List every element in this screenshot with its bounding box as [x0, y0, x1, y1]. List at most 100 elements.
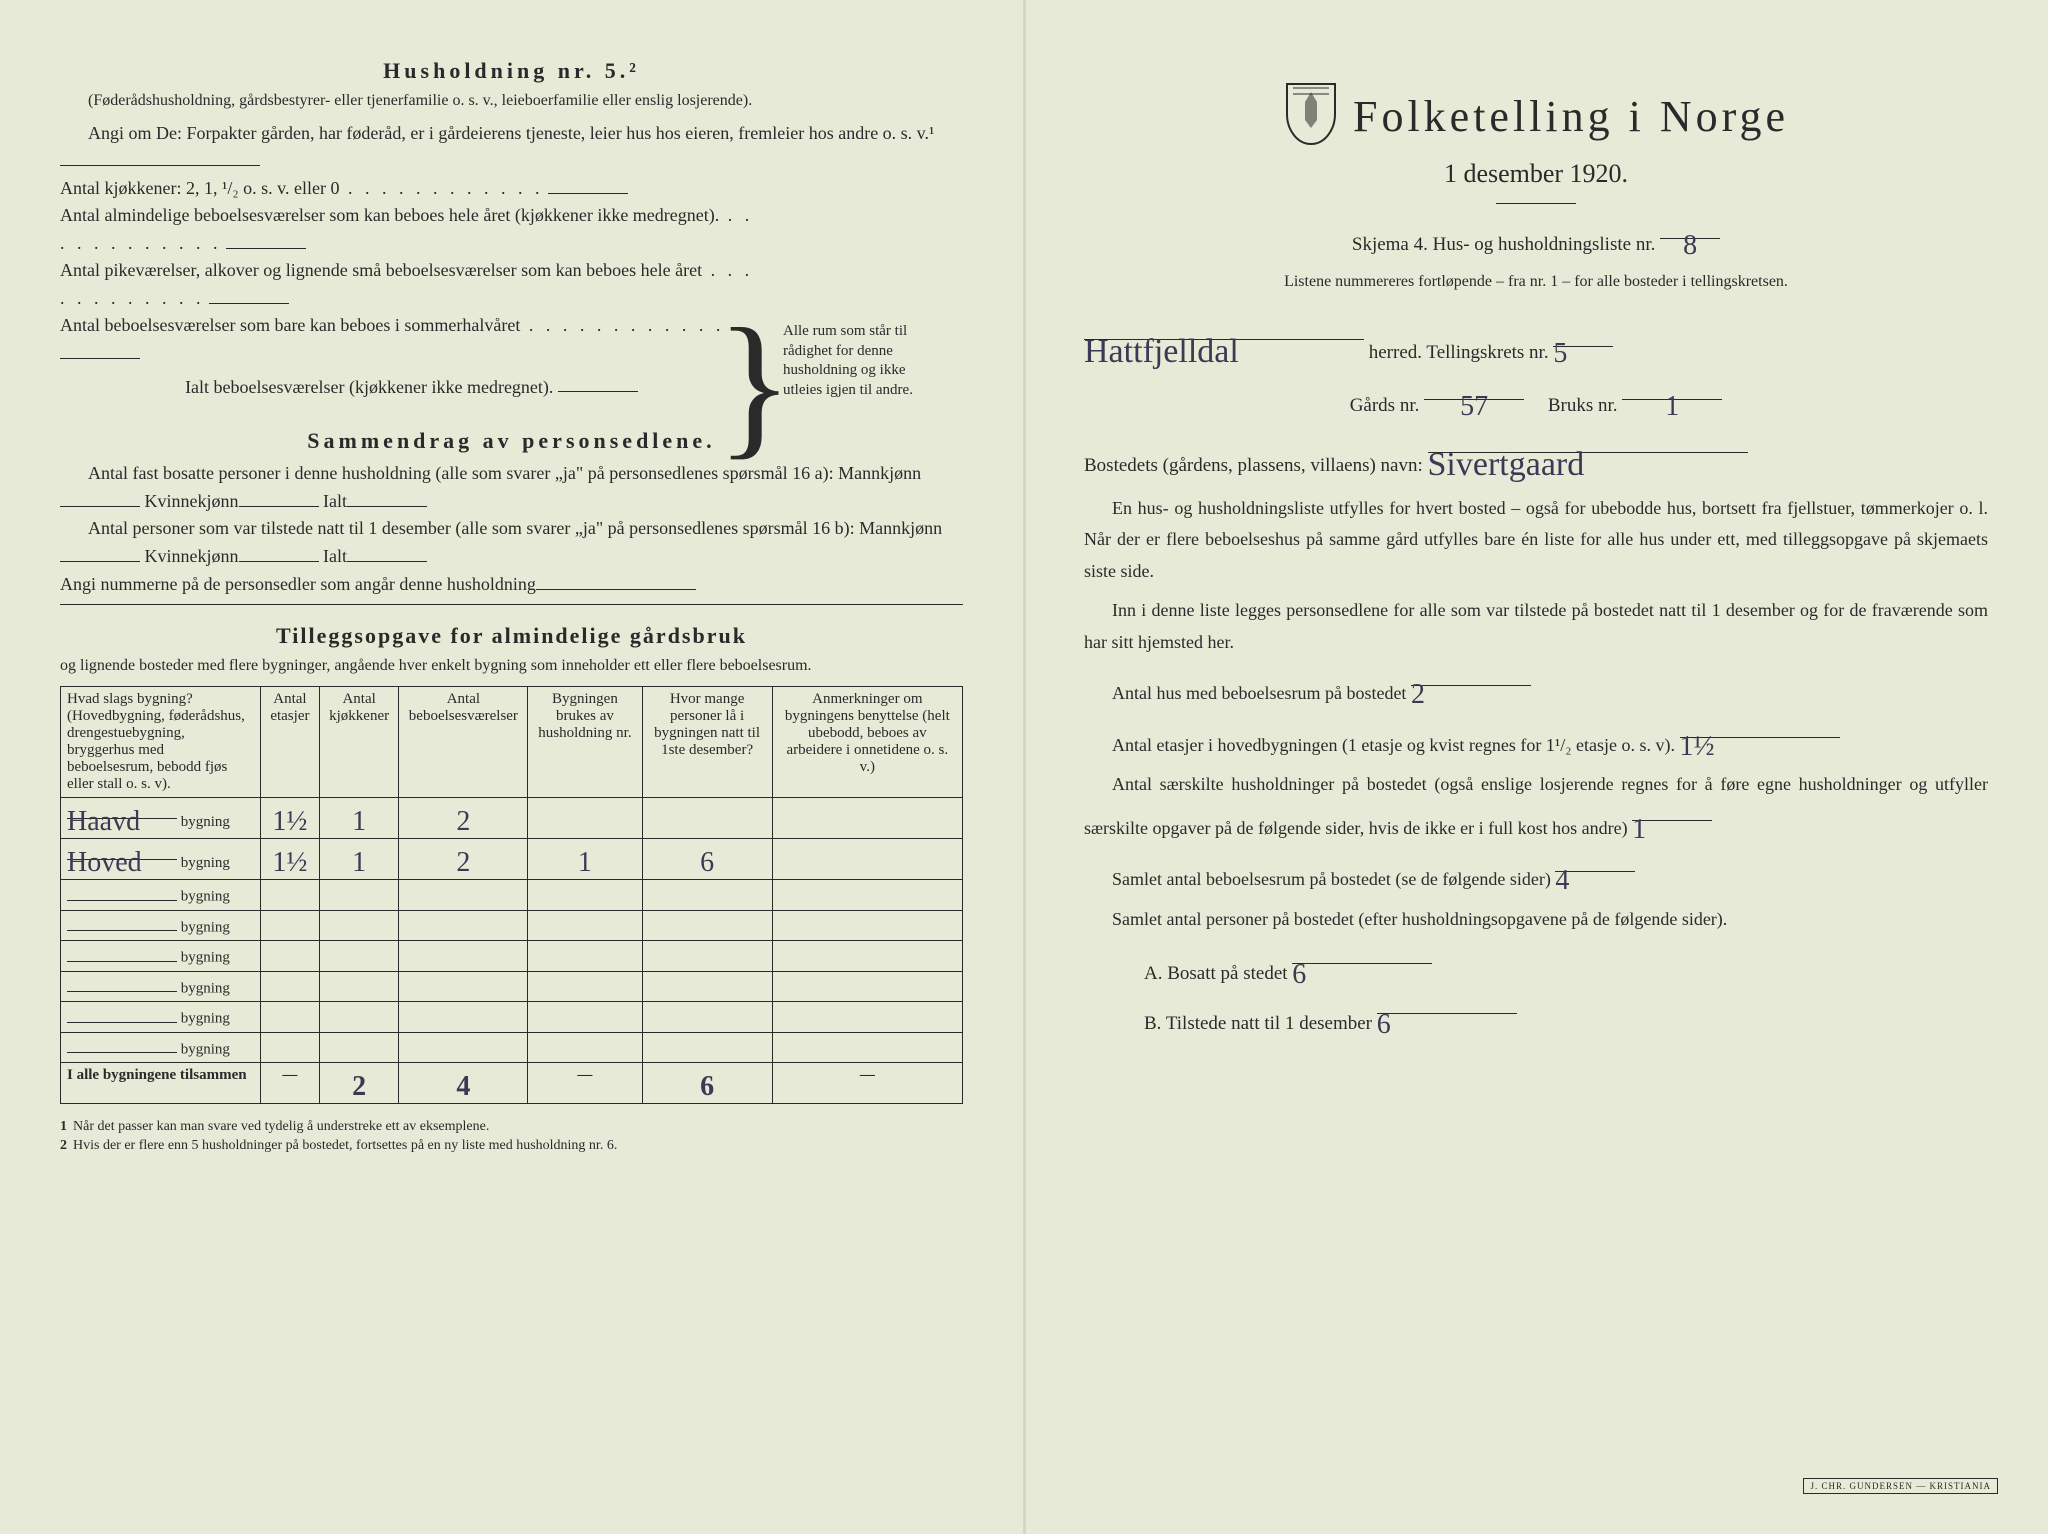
rooms-block: Antal kjøkkener: 2, 1, ¹/₂ o. s. v. elle… — [60, 174, 963, 400]
q3-value: 1 — [1632, 814, 1646, 845]
row-name-cell: bygning — [61, 1032, 261, 1063]
intro-paren: (Føderådshusholdning, gårdsbestyrer- ell… — [60, 90, 963, 112]
skjema-blank: 8 — [1660, 218, 1720, 239]
table-cell — [642, 880, 772, 911]
row-name-cell: Hoved bygning — [61, 839, 261, 880]
table-cell — [261, 880, 320, 911]
table-cell — [528, 1032, 642, 1063]
table-cell — [319, 1032, 399, 1063]
total-cell: — — [772, 1063, 962, 1104]
table-cell: 6 — [642, 843, 772, 884]
table-row: bygning — [61, 1002, 963, 1033]
table-cell — [319, 941, 399, 972]
table-cell — [642, 1032, 772, 1063]
supplement-sub: og lignende bosteder med flere bygninger… — [60, 655, 963, 677]
q5-line: Samlet antal personer på bostedet (efter… — [1084, 904, 1988, 936]
table-cell — [642, 971, 772, 1002]
table-row: Hoved bygning1½1216 — [61, 839, 963, 880]
q4-line: Samlet antal beboelsesrum på bostedet (s… — [1084, 852, 1988, 896]
table-row: bygning — [61, 880, 963, 911]
table-cell — [772, 971, 962, 1002]
table-cell — [261, 1002, 320, 1033]
ab-list: A. Bosatt på stedet 6 B. Tilstede natt t… — [1144, 943, 1988, 1043]
title-rule — [1496, 203, 1576, 204]
table-cell — [642, 941, 772, 972]
col-personer: Hvor mange personer lå i bygningen natt … — [642, 687, 772, 798]
table-row: bygning — [61, 971, 963, 1002]
table-cell — [319, 880, 399, 911]
table-cell — [399, 880, 528, 911]
table-cell — [399, 941, 528, 972]
table-cell — [642, 910, 772, 941]
table-cell: 2 — [399, 802, 528, 843]
herred-value: Hattfjelldal — [1084, 333, 1239, 370]
q4-value: 4 — [1555, 865, 1569, 896]
col-anmerk: Anmerkninger om bygningens benyttelse (h… — [772, 687, 962, 798]
table-cell — [319, 971, 399, 1002]
q3-line: Antal særskilte husholdninger på bostede… — [1084, 769, 1988, 844]
col-kjokkener: Antal kjøkkener — [319, 687, 399, 798]
total-cell: 6 — [642, 1067, 772, 1108]
qa-value: 6 — [1292, 959, 1306, 990]
col-hushold: Bygningen brukes av husholdning nr. — [528, 687, 642, 798]
rooms1-line: Antal almindelige beboelsesværelser som … — [60, 202, 763, 257]
row-name-cell: bygning — [61, 1002, 261, 1033]
rooms2-line: Antal pikeværelser, alkover og lignende … — [60, 257, 763, 312]
q2-line: Antal etasjer i hovedbygningen (1 etasje… — [1084, 718, 1988, 762]
brace-icon: } — [716, 344, 793, 424]
summary-heading: Sammendrag av personsedlene. — [60, 428, 963, 454]
skjema-line: Skjema 4. Hus- og husholdningsliste nr. … — [1084, 218, 1988, 261]
household-heading: Husholdning nr. 5.² — [60, 58, 963, 84]
printer-stamp: J. CHR. GUNDERSEN — KRISTIANIA — [1803, 1478, 1998, 1494]
table-cell: 1½ — [261, 802, 320, 843]
table-cell — [528, 880, 642, 911]
table-cell — [528, 971, 642, 1002]
bosted-value: Sivertgaard — [1428, 446, 1585, 483]
table-row: bygning — [61, 910, 963, 941]
table-cell — [772, 910, 962, 941]
qa-line: A. Bosatt på stedet 6 — [1144, 943, 1988, 993]
table-cell — [261, 941, 320, 972]
total-cell: — — [528, 1063, 642, 1104]
table-cell — [772, 839, 962, 880]
total-cell: — — [261, 1063, 320, 1104]
instructions-2: Inn i denne liste legges personsedlene f… — [1084, 595, 1988, 658]
table-cell: 1 — [319, 802, 399, 843]
gards-line: Gårds nr. 57 Bruks nr. 1 — [1084, 379, 1988, 422]
table-cell — [399, 910, 528, 941]
table-cell — [772, 1032, 962, 1063]
krets-value: 5 — [1553, 338, 1567, 369]
table-head: Hvad slags bygning? (Hovedbygning, føder… — [61, 687, 963, 798]
rooms1-blank — [226, 229, 306, 249]
kitchens-line: Antal kjøkkener: 2, 1, ¹/₂ o. s. v. elle… — [60, 174, 763, 202]
table-cell — [772, 1002, 962, 1033]
table-cell — [528, 1002, 642, 1033]
bosted-line: Bostedets (gårdens, plassens, villaens) … — [1084, 432, 1988, 482]
gards-value: 57 — [1460, 391, 1488, 422]
table-cell: 1½ — [261, 843, 320, 884]
table-cell — [528, 910, 642, 941]
col-vaerelser: Antal beboelsesværelser — [399, 687, 528, 798]
row-name-cell: bygning — [61, 971, 261, 1002]
footnote-2: Hvis der er flere enn 5 husholdninger på… — [73, 1138, 617, 1153]
table-cell — [319, 1002, 399, 1033]
kitchens-blank — [548, 174, 628, 194]
table-cell — [528, 798, 642, 839]
rooms3-line: Antal beboelsesværelser som bare kan beb… — [60, 312, 763, 367]
angi-text: Angi om De: Forpakter gården, har føderå… — [88, 123, 934, 143]
instructions-1: En hus- og husholdningsliste utfylles fo… — [1084, 493, 1988, 588]
table-row: Haavd bygning1½12 — [61, 798, 963, 839]
divider — [60, 604, 963, 605]
table-cell — [261, 971, 320, 1002]
row-name-cell: bygning — [61, 941, 261, 972]
row-name-cell: Haavd bygning — [61, 798, 261, 839]
gards-blank: 57 — [1424, 379, 1524, 400]
table-cell — [261, 910, 320, 941]
col-bygning: Hvad slags bygning? (Hovedbygning, føder… — [61, 687, 261, 798]
table-cell: 1 — [528, 843, 642, 884]
q2-value: 1½ — [1680, 731, 1715, 762]
coat-of-arms-icon — [1283, 80, 1339, 153]
table-cell — [319, 910, 399, 941]
table-cell — [772, 941, 962, 972]
rooms-total-line: Ialt beboelsesværelser (kjøkkener ikke m… — [60, 373, 763, 401]
